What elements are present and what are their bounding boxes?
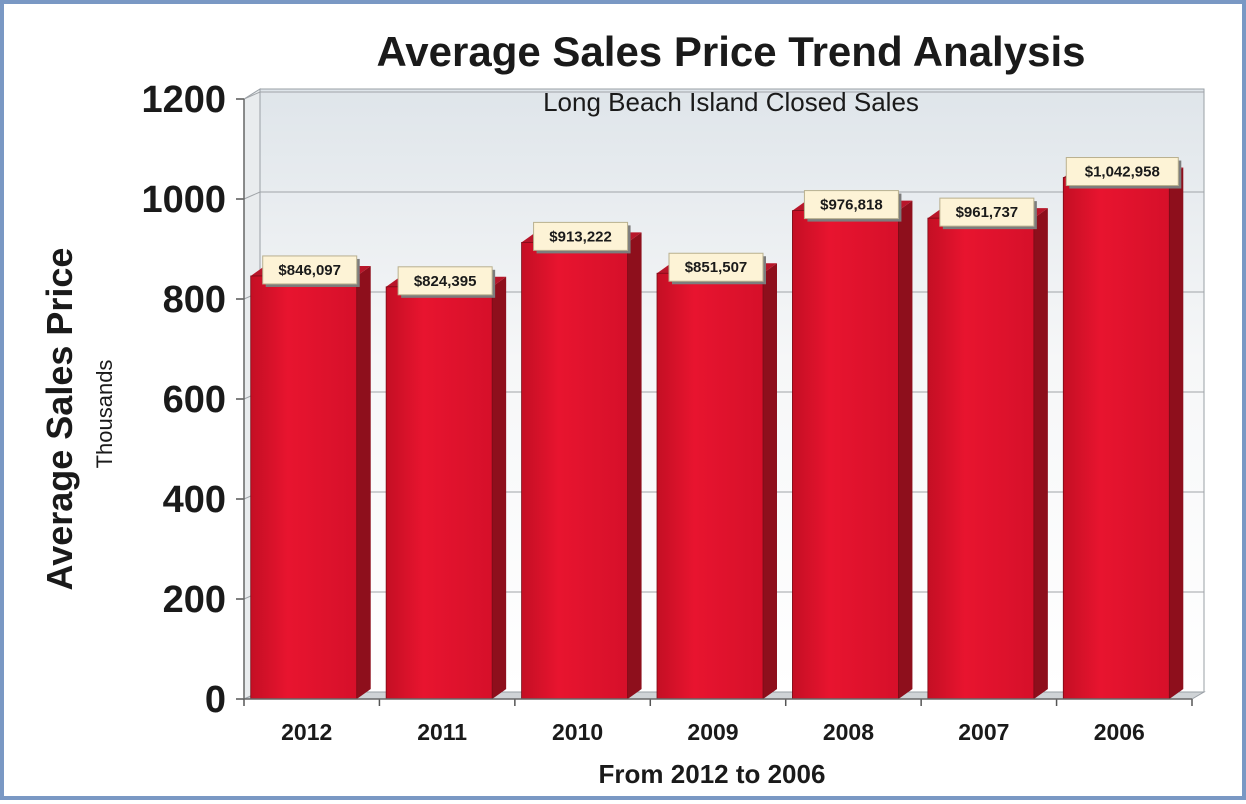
data-label: $824,395 <box>414 273 477 290</box>
data-label: $1,042,958 <box>1085 164 1160 181</box>
bar-side <box>763 263 777 699</box>
data-label-box <box>262 255 358 285</box>
bar-side <box>627 232 642 699</box>
data-label-box <box>939 197 1035 227</box>
x-axis-ticks: 2012 2011 2010 2009 2008 2007 2006 <box>243 699 1193 745</box>
x-tick-label: 2006 <box>1094 719 1145 745</box>
data-label: $961,737 <box>956 204 1019 221</box>
bar <box>792 210 899 700</box>
x-tick-label: 2011 <box>417 719 467 745</box>
gridline-side <box>243 191 261 200</box>
bar <box>385 286 493 700</box>
bar <box>927 217 1035 700</box>
bar-side <box>1169 167 1184 699</box>
data-labels: $846,097 $824,395 $913,222 $851,507 $976,818… <box>262 157 1182 298</box>
data-label: $851,507 <box>685 259 748 276</box>
chart-title: Average Sales Price Trend Analysis <box>377 28 1086 75</box>
x-tick-label: 2008 <box>823 719 874 745</box>
y-axis-title: Average Sales Price <box>39 248 80 591</box>
bar <box>250 275 358 700</box>
y-tick-label: 1000 <box>141 179 226 221</box>
data-label-box <box>397 266 493 296</box>
chart-subtitle: Long Beach Island Closed Sales <box>543 87 919 117</box>
y-tick-label: 200 <box>163 579 226 621</box>
bar-chart: 0 200 400 600 800 1000 1200 $846,097 $824,395 $9… <box>39 28 1206 789</box>
y-tick-label: 600 <box>163 379 226 421</box>
bar <box>1062 177 1170 700</box>
x-tick-label: 2009 <box>687 719 738 745</box>
bar-side <box>1033 208 1048 699</box>
bar-side <box>492 276 507 699</box>
bars <box>250 167 1184 700</box>
data-label: $976,818 <box>820 197 883 214</box>
data-label: $846,097 <box>278 262 341 279</box>
data-label-box <box>1065 157 1179 187</box>
gridline-side <box>243 91 261 100</box>
data-label: $913,222 <box>549 228 612 245</box>
y-tick-label: 800 <box>163 279 226 321</box>
x-tick-label: 2010 <box>552 719 603 745</box>
bar <box>521 241 628 700</box>
bar-side <box>898 200 913 699</box>
x-tick-label: 2007 <box>958 719 1009 745</box>
y-axis-ticks: 0 200 400 600 800 1000 1200 <box>141 79 244 721</box>
y-tick-label: 400 <box>163 479 226 521</box>
y-tick-label: 0 <box>205 679 226 721</box>
data-label-box <box>533 221 629 251</box>
x-axis-title: From 2012 to 2006 <box>599 759 826 789</box>
y-tick-label: 1200 <box>141 79 226 121</box>
data-label-box <box>803 190 899 220</box>
bar-side <box>356 265 371 699</box>
data-label-box <box>668 252 764 282</box>
x-tick-label: 2012 <box>281 719 332 745</box>
bar <box>656 272 764 700</box>
y-axis-unit: Thousands <box>92 360 117 469</box>
